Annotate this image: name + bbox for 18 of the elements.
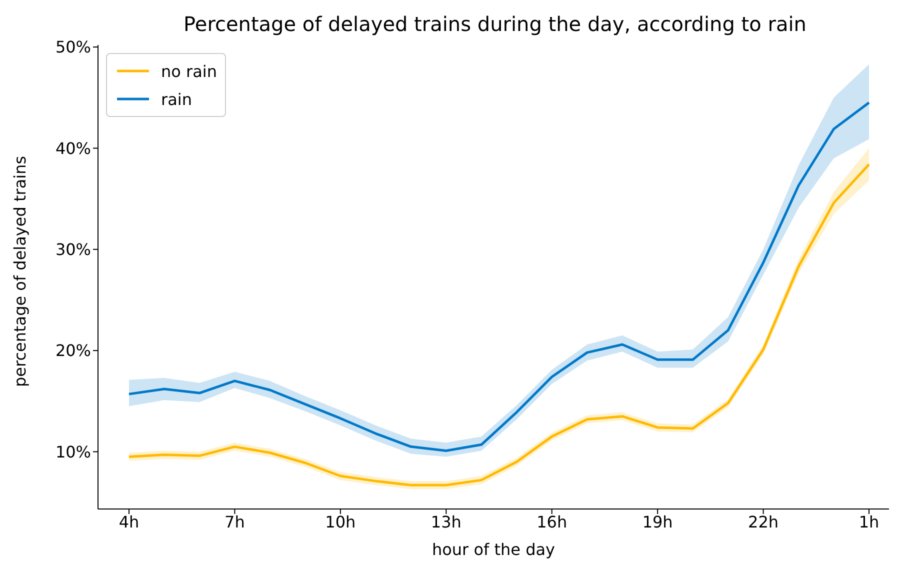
- y-axis-title: percentage of delayed trains: [10, 156, 30, 387]
- x-tick-label: 7h: [224, 512, 245, 532]
- legend-label: no rain: [161, 62, 217, 80]
- x-tick-label: 19h: [642, 512, 673, 532]
- x-tick-label: 16h: [536, 512, 568, 532]
- y-tick-label: 30%: [55, 240, 91, 260]
- y-tick-label: 40%: [55, 138, 91, 158]
- x-tick-label: 22h: [748, 512, 779, 532]
- x-tick-label: 1h: [858, 512, 880, 532]
- y-tick-label: 50%: [55, 38, 91, 57]
- x-tick-label: 4h: [118, 512, 140, 532]
- y-tick-label: 10%: [55, 442, 91, 462]
- chart-title: Percentage of delayed trains during the day, according to rain: [182, 12, 808, 36]
- y-tick-label: 20%: [55, 341, 91, 360]
- x-tick-label: 10h: [325, 512, 356, 532]
- legend-label: rain: [161, 90, 192, 108]
- x-axis-title: hour of the day: [432, 540, 556, 559]
- x-tick-label: 13h: [430, 512, 462, 532]
